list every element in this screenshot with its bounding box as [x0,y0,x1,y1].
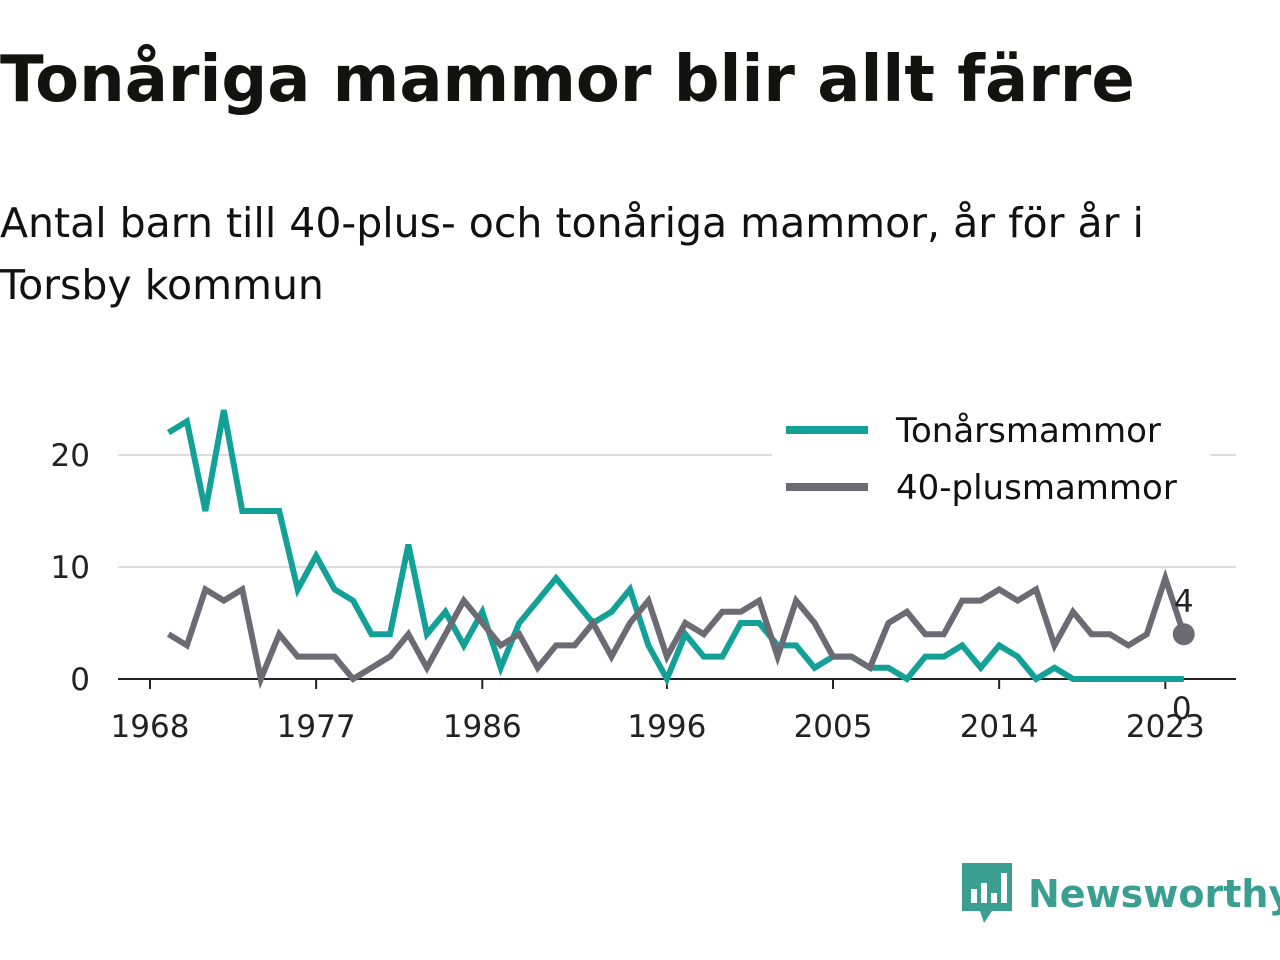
legend-label: 40-plusmammor [896,468,1177,508]
x-tick-label: 1986 [443,709,522,745]
x-tick-label: 1968 [111,709,190,745]
x-tick-label: 1996 [627,709,706,745]
x-tick-label: 2014 [960,709,1039,745]
x-tick-label: 1977 [277,709,356,745]
bar-chart-speech-bubble-icon [962,863,1012,923]
axes: 0 10 20 1968 1977 1986 1996 2005 2014 2023 [51,438,1236,745]
series-line-40-plusmammor [166,568,1187,690]
series-line-tonårsmammor [166,409,1184,686]
end-point-marker [1172,623,1195,646]
y-tick-label: 10 [51,550,90,586]
chart-title: Tonåriga mammor blir allt färre [0,43,1135,117]
end-value-label-teen: 0 [1172,691,1192,727]
chart-subtitle: Antal barn till 40-plus- och tonåriga ma… [0,199,1144,309]
brand-name: Newsworthy [1028,872,1280,916]
y-tick-label: 20 [51,438,90,474]
newsworthy-logo: Newsworthy [962,862,1280,926]
series-lines [166,409,1187,690]
legend-background [772,404,1210,516]
legend-label: Tonårsmammor [895,411,1161,451]
x-tick-label: 2005 [794,709,873,745]
legend: Tonårsmammor 40-plusmammor [772,404,1210,516]
end-value-label-40-plus: 4 [1174,584,1194,620]
y-tick-label: 0 [70,662,90,698]
x-tick-label: 2023 [1126,709,1205,745]
end-labels: 40 [1172,584,1195,727]
